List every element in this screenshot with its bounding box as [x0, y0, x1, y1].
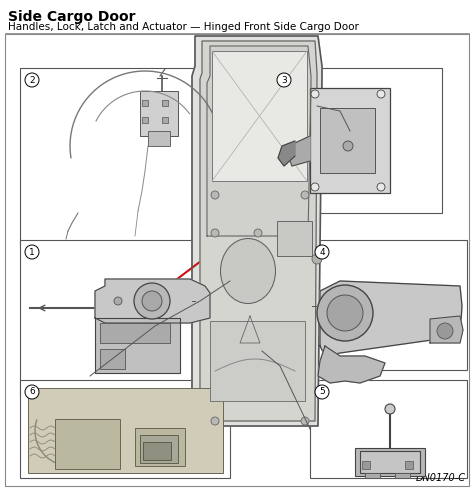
Text: DN0170-C: DN0170-C — [416, 473, 466, 483]
Bar — [212, 51, 307, 181]
Bar — [142, 117, 148, 123]
Bar — [395, 473, 410, 478]
Text: 2: 2 — [29, 76, 35, 84]
Circle shape — [343, 141, 353, 151]
Circle shape — [301, 417, 309, 425]
Bar — [310, 380, 467, 478]
Bar — [310, 88, 390, 193]
Polygon shape — [278, 141, 295, 166]
Text: 1: 1 — [29, 247, 35, 256]
Bar — [277, 221, 312, 256]
Circle shape — [211, 417, 219, 425]
Polygon shape — [318, 346, 385, 383]
Bar — [360, 451, 420, 473]
Circle shape — [311, 90, 319, 98]
Bar — [55, 419, 120, 469]
Circle shape — [142, 291, 162, 311]
Bar — [28, 388, 223, 473]
Circle shape — [134, 283, 170, 319]
Circle shape — [211, 191, 219, 199]
Circle shape — [114, 297, 122, 305]
Circle shape — [377, 90, 385, 98]
Polygon shape — [207, 46, 311, 236]
Bar — [20, 240, 230, 395]
Circle shape — [312, 254, 322, 264]
Circle shape — [254, 229, 262, 237]
Circle shape — [315, 245, 329, 259]
Bar — [310, 240, 467, 370]
Bar — [405, 461, 413, 469]
Circle shape — [317, 285, 373, 341]
Circle shape — [25, 245, 39, 259]
Bar — [142, 100, 148, 106]
Bar — [135, 428, 185, 466]
Polygon shape — [200, 41, 317, 421]
Bar — [355, 448, 425, 476]
Bar — [20, 68, 197, 246]
Bar — [100, 349, 125, 369]
Text: Side Cargo Door: Side Cargo Door — [8, 10, 136, 24]
Polygon shape — [320, 281, 462, 356]
Circle shape — [327, 295, 363, 331]
Bar — [140, 91, 178, 136]
Ellipse shape — [220, 239, 275, 303]
Bar — [140, 435, 178, 463]
Circle shape — [437, 323, 453, 339]
Bar — [362, 461, 370, 469]
Text: 4: 4 — [319, 247, 325, 256]
Text: Handles, Lock, Latch and Actuator — Hinged Front Side Cargo Door: Handles, Lock, Latch and Actuator — Hing… — [8, 22, 359, 32]
Circle shape — [25, 385, 39, 399]
Circle shape — [25, 73, 39, 87]
Bar — [95, 318, 180, 373]
Bar — [100, 323, 170, 343]
Text: 6: 6 — [29, 387, 35, 397]
Polygon shape — [288, 136, 310, 166]
Polygon shape — [192, 36, 322, 426]
Bar — [143, 442, 171, 460]
Circle shape — [277, 73, 291, 87]
Circle shape — [301, 191, 309, 199]
Bar — [148, 131, 170, 146]
Circle shape — [211, 229, 219, 237]
Bar — [320, 108, 375, 173]
Circle shape — [315, 385, 329, 399]
Circle shape — [311, 183, 319, 191]
Polygon shape — [95, 279, 210, 323]
Text: 5: 5 — [319, 387, 325, 397]
Text: 3: 3 — [281, 76, 287, 84]
Circle shape — [385, 404, 395, 414]
Bar — [210, 321, 305, 401]
Bar — [162, 100, 168, 106]
Bar — [20, 380, 230, 478]
Bar — [162, 117, 168, 123]
Bar — [272, 68, 442, 213]
Polygon shape — [430, 316, 463, 343]
Circle shape — [377, 183, 385, 191]
Bar — [365, 473, 380, 478]
